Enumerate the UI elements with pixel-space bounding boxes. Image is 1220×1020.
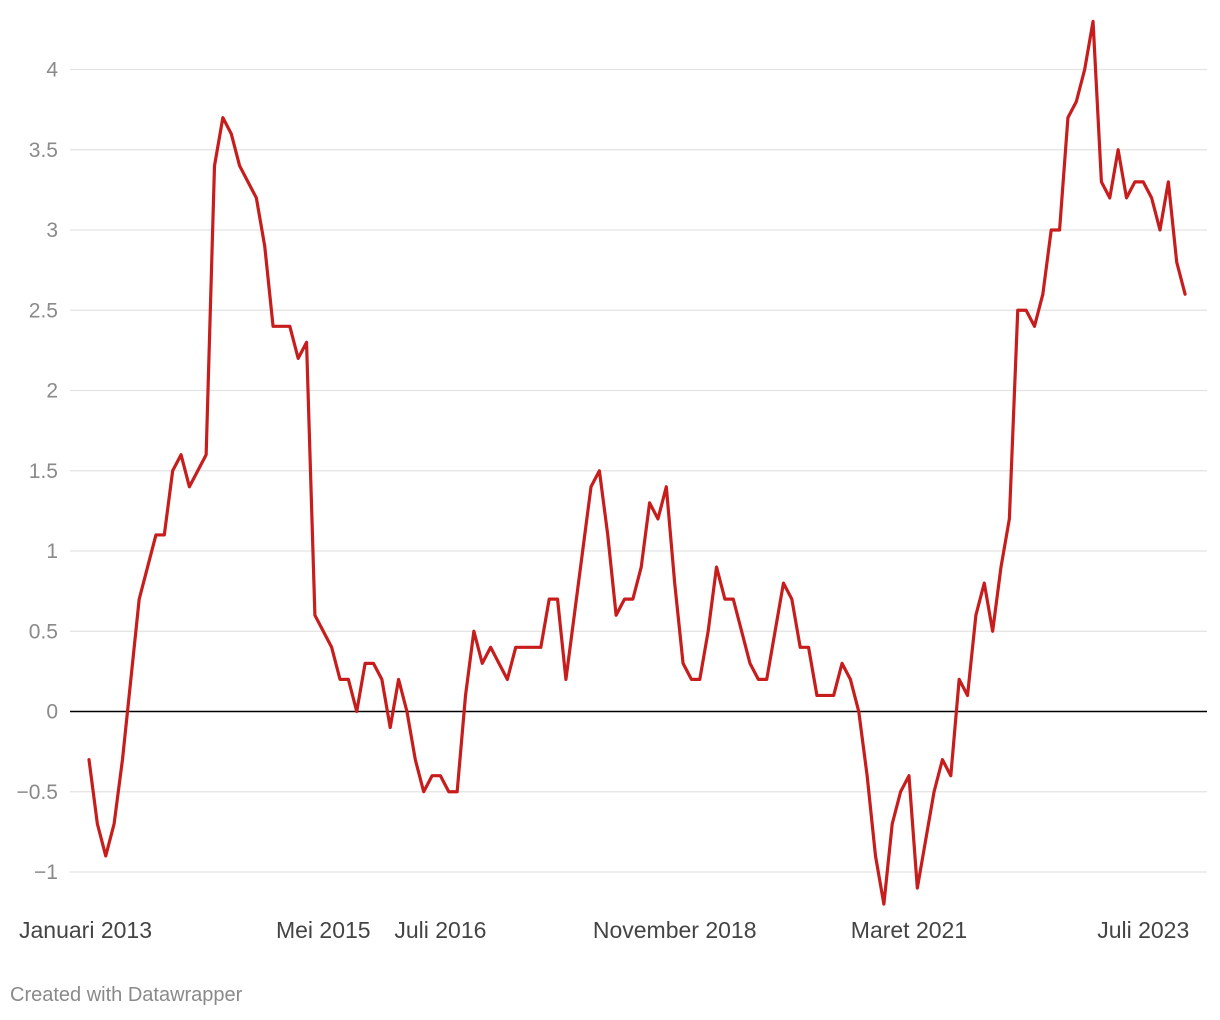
x-tick-label: November 2018 (593, 917, 757, 943)
x-tick-label: Juli 2023 (1097, 917, 1189, 943)
y-tick-label: 0 (46, 701, 58, 724)
y-tick-label: 3 (46, 219, 58, 242)
gridlines (70, 68, 1207, 873)
x-tick-label: Juli 2016 (394, 917, 486, 943)
y-tick-label: 0.5 (29, 620, 58, 643)
y-tick-label: 1 (46, 540, 58, 563)
y-tick-label: 4 (46, 59, 58, 82)
y-tick-label: 2.5 (29, 299, 58, 322)
x-tick-label: Januari 2013 (19, 917, 152, 943)
y-axis-ticks: 4 3.5 3 2.5 2 1.5 1 0.5 0 −0.5 −1 (17, 59, 59, 885)
credit-text: Created with Datawrapper (10, 984, 243, 1006)
series-group (87, 19, 1187, 906)
x-tick-label: Maret 2021 (851, 917, 967, 943)
y-tick-label: 3.5 (29, 139, 58, 162)
y-tick-label: 1.5 (29, 460, 58, 483)
y-tick-label: −0.5 (17, 781, 58, 804)
series-line (87, 19, 1187, 906)
y-tick-label: −1 (34, 861, 58, 884)
x-axis-ticks: Januari 2013 Mei 2015 Juli 2016 November 20… (19, 917, 1189, 943)
x-tick-label: Mei 2015 (276, 917, 371, 943)
y-tick-label: 2 (46, 380, 58, 403)
line-chart: 4 3.5 3 2.5 2 1.5 1 0.5 0 −0.5 −1 Januari 2013 Mei … (17, 19, 1207, 943)
